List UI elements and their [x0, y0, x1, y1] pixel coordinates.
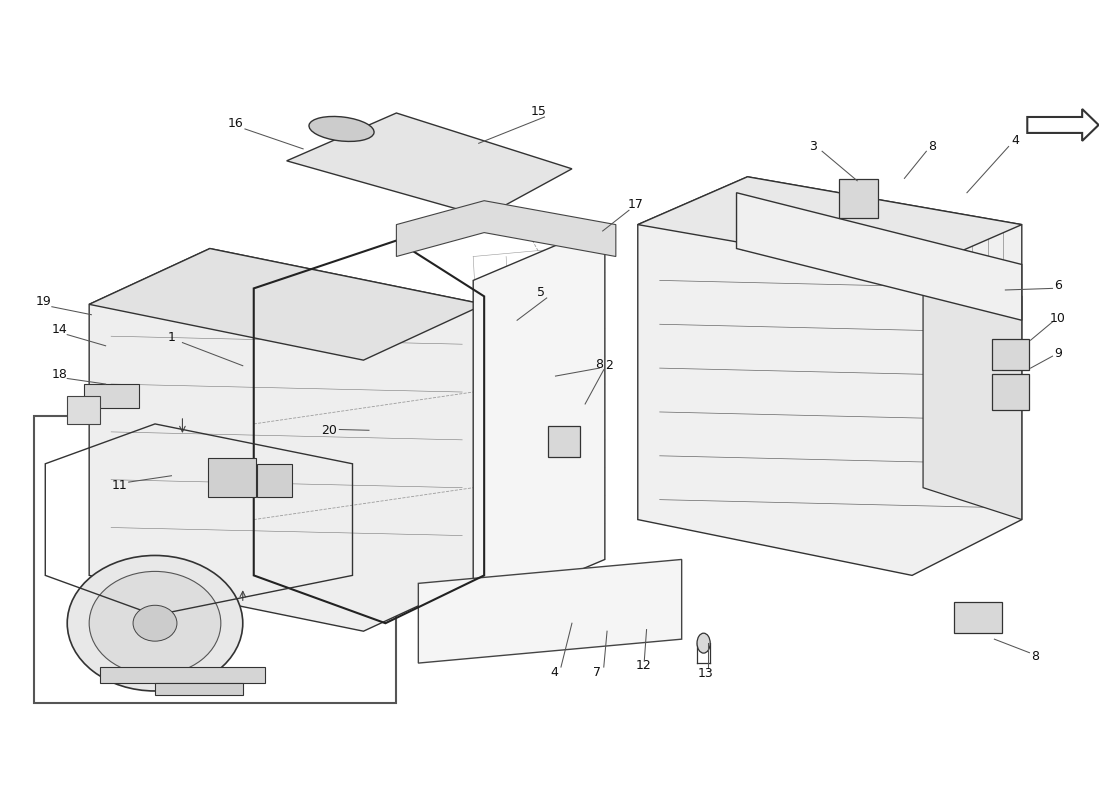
- FancyBboxPatch shape: [954, 602, 1002, 633]
- Polygon shape: [89, 249, 484, 360]
- Polygon shape: [396, 201, 616, 257]
- FancyBboxPatch shape: [992, 338, 1030, 370]
- Text: 5: 5: [537, 286, 546, 299]
- Polygon shape: [638, 177, 1022, 273]
- Polygon shape: [1027, 109, 1099, 141]
- Ellipse shape: [133, 606, 177, 641]
- Ellipse shape: [697, 633, 711, 653]
- Polygon shape: [67, 396, 100, 424]
- Polygon shape: [638, 177, 1022, 575]
- Text: 10: 10: [1050, 312, 1066, 325]
- Ellipse shape: [309, 117, 374, 142]
- FancyBboxPatch shape: [257, 464, 293, 498]
- Text: 4: 4: [550, 666, 559, 679]
- Ellipse shape: [89, 571, 221, 675]
- FancyBboxPatch shape: [838, 179, 878, 218]
- Text: 12: 12: [636, 659, 651, 672]
- Text: 14: 14: [52, 323, 67, 336]
- Polygon shape: [89, 249, 484, 631]
- Bar: [34, 416, 396, 703]
- Text: 15: 15: [531, 105, 547, 118]
- Polygon shape: [287, 113, 572, 217]
- Text: 8: 8: [1031, 650, 1040, 663]
- Text: 9: 9: [1054, 347, 1062, 360]
- Polygon shape: [100, 667, 265, 683]
- Polygon shape: [473, 225, 605, 615]
- FancyBboxPatch shape: [208, 458, 256, 498]
- Text: 2: 2: [605, 359, 613, 372]
- Text: 3: 3: [810, 140, 817, 153]
- Text: 16: 16: [228, 117, 243, 130]
- Ellipse shape: [67, 555, 243, 691]
- Text: 8: 8: [927, 140, 936, 153]
- Text: 8: 8: [595, 358, 604, 370]
- Polygon shape: [737, 193, 1022, 320]
- Text: 4: 4: [1011, 134, 1020, 147]
- Text: 19: 19: [35, 295, 51, 309]
- Polygon shape: [155, 683, 243, 695]
- Text: 7: 7: [593, 666, 602, 679]
- Text: 11: 11: [112, 479, 128, 492]
- FancyBboxPatch shape: [992, 374, 1030, 410]
- Text: 18: 18: [52, 368, 67, 381]
- Text: 1: 1: [167, 331, 175, 344]
- Polygon shape: [418, 559, 682, 663]
- Text: 17: 17: [628, 198, 643, 211]
- Text: 20: 20: [321, 424, 338, 437]
- FancyBboxPatch shape: [548, 426, 580, 458]
- Text: 6: 6: [1054, 279, 1062, 293]
- Polygon shape: [84, 384, 139, 408]
- Polygon shape: [923, 265, 1022, 519]
- Text: 13: 13: [697, 667, 714, 680]
